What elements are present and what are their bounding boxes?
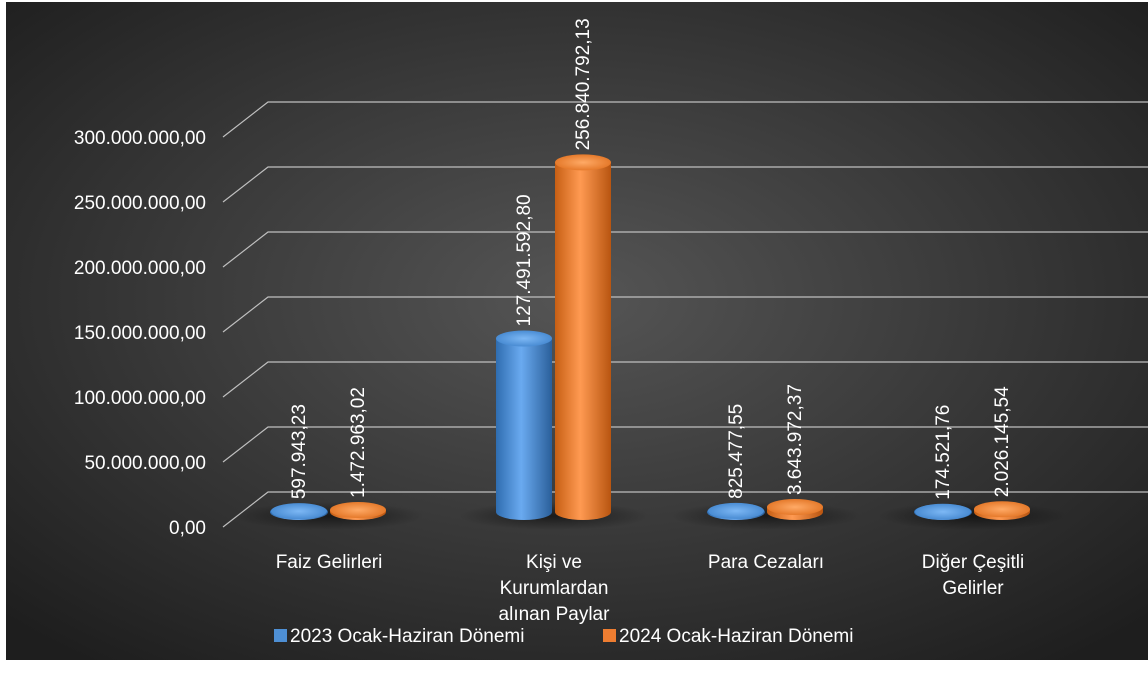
data-label: 174.521,76 [933,405,954,500]
y-tick-label: 0,00 [169,518,206,539]
bar-body [555,162,611,520]
bars [270,154,1030,520]
legend-label: 2023 Ocak-Haziran Dönemi [290,626,524,647]
x-category-label: Diğer Çeşitli Gelirler [922,552,1024,599]
x-axis-category-labels: Faiz Gelirleri Kişi ve Kurumlardan alınan P… [276,552,1025,625]
y-tick-label: 150.000.000,00 [74,323,206,344]
bar-top [555,154,611,171]
data-label: 1.472.963,02 [348,387,369,498]
x-category-label: Para Cezaları [708,552,824,573]
bar-top [330,501,386,518]
legend: 2023 Ocak-Haziran Dönemi 2024 Ocak-Hazira… [274,626,853,647]
y-axis-tick-labels: 0,00 50.000.000,00 100.000.000,00 150.000.0… [74,128,206,539]
data-label: 597.943,23 [289,404,310,499]
data-label: 825.477,55 [726,404,747,499]
bar-shadow [234,502,424,530]
x-category-label: Faiz Gelirleri [276,552,383,573]
grid-line [222,426,1148,463]
bar-chart: 0,00 50.000.000,00 100.000.000,00 150.000.0… [6,2,1148,660]
bar-top [915,503,971,520]
grid-line [222,231,1148,268]
data-label: 2.026.145,54 [992,386,1013,497]
bar-top [767,499,823,516]
grid-line [222,166,1148,203]
bar-shadow [459,502,649,530]
y-tick-label: 300.000.000,00 [74,128,206,149]
y-tick-label: 250.000.000,00 [74,193,206,214]
chart-frame: 0,00 50.000.000,00 100.000.000,00 150.000.0… [6,2,1148,660]
bar-shadow [878,502,1068,530]
bar-top [708,502,764,519]
x-category-label: Kişi ve Kurumlardan alınan Paylar [499,552,611,625]
bar-top [496,330,552,347]
y-tick-label: 200.000.000,00 [74,258,206,279]
legend-label: 2024 Ocak-Haziran Dönemi [619,626,853,647]
data-labels: 597.943,23 1.472.963,02 127.491.592,80 256.… [289,18,1013,499]
bar-shadow [671,502,861,530]
legend-swatch [274,629,287,642]
grid-line [222,296,1148,333]
data-label: 127.491.592,80 [514,194,535,326]
data-label: 256.840.792,13 [573,18,594,150]
data-label: 3.643.972,37 [785,384,806,495]
grid-line [222,361,1148,398]
legend-swatch [603,629,616,642]
bar-top [271,503,327,520]
bar-body [496,338,552,520]
grid-line [222,101,1148,138]
y-tick-label: 100.000.000,00 [74,388,206,409]
bar-top [974,501,1030,518]
y-tick-label: 50.000.000,00 [84,453,206,474]
